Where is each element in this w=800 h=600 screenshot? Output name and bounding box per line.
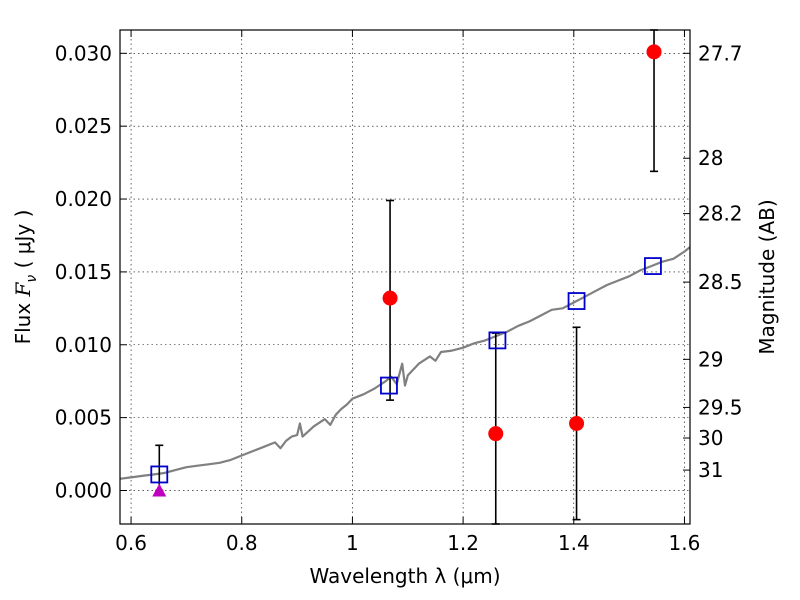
ticks-layer: 0.6 0.8 1 1.2 1.4 1.6 0.000 0.005 0.010 0.015 0.02… — [55, 30, 743, 555]
model-photometry-square — [488, 331, 507, 350]
observed-flux-point — [646, 44, 662, 60]
magnitude-tick-label: 28.5 — [698, 270, 743, 294]
markers-layer — [150, 44, 662, 497]
grid-lines — [120, 30, 690, 524]
x-tick-label: 1.4 — [558, 531, 590, 555]
magnitude-tick-label: 28 — [698, 146, 723, 170]
error-bars-layer — [155, 29, 659, 525]
x-tick-label: 1.6 — [669, 531, 701, 555]
upper-limit-triangle — [152, 483, 167, 497]
y-tick-label: 0.005 — [55, 406, 112, 430]
y-axis-title: Flux Fν ( μJy ) — [11, 210, 40, 345]
model-photometry-square — [567, 292, 586, 310]
magnitude-tick-label: 27.7 — [698, 41, 743, 65]
magnitude-tick-label: 30 — [698, 426, 723, 450]
y-tick-label: 0.000 — [55, 478, 112, 502]
x-tick-label: 0.6 — [115, 531, 147, 555]
x-tick-label: 1 — [346, 531, 359, 555]
magnitude-tick-label: 28.2 — [698, 202, 743, 226]
observed-flux-point — [488, 426, 504, 442]
x-axis-title: Wavelength λ (μm) — [309, 564, 500, 588]
observed-flux-point — [569, 415, 585, 431]
y-tick-label: 0.025 — [55, 114, 112, 138]
y-tick-label: 0.030 — [55, 41, 112, 65]
model-photometry-square — [380, 376, 398, 395]
y-tick-label: 0.015 — [55, 260, 112, 284]
magnitude-tick-label: 31 — [698, 458, 723, 482]
model-photometry-square — [644, 257, 662, 275]
x-tick-label: 0.8 — [226, 531, 258, 555]
magnitude-tick-label: 29.5 — [698, 395, 743, 419]
y-tick-label: 0.020 — [55, 187, 112, 211]
y-tick-label: 0.010 — [55, 333, 112, 357]
plot-frame — [119, 29, 691, 525]
model-photometry-square — [150, 465, 169, 484]
model-sed-layer — [119, 246, 691, 480]
x-tick-label: 1.2 — [447, 531, 479, 555]
y2-axis-title: Magnitude (AB) — [755, 199, 779, 354]
magnitude-tick-label: 29 — [698, 347, 723, 371]
model-sed-line — [119, 246, 691, 480]
observed-flux-point — [382, 290, 398, 306]
